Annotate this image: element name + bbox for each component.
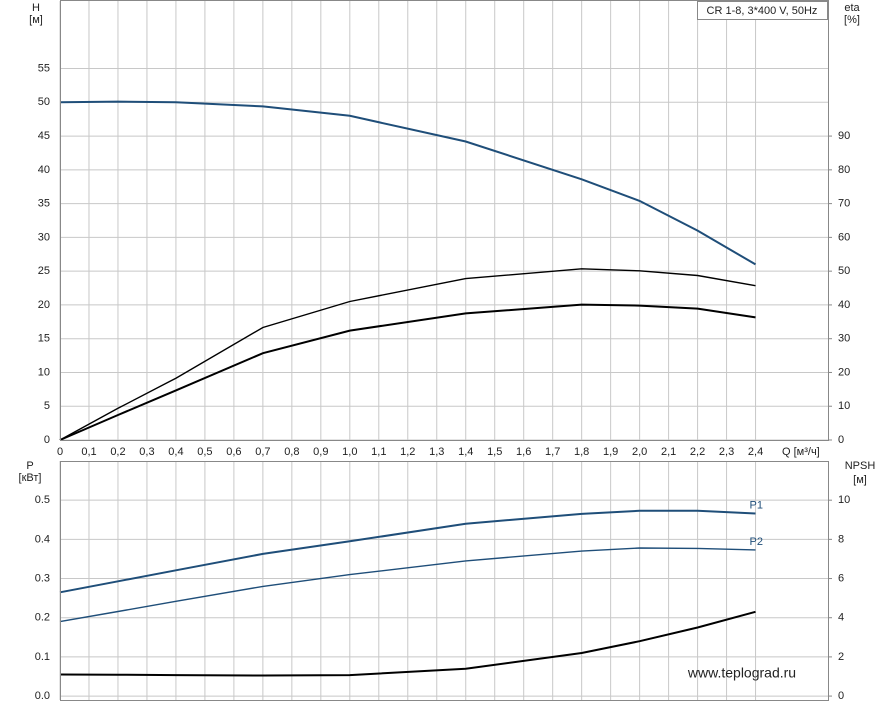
y2-unit: [%] (844, 14, 860, 26)
x-tick-label: 0,4 (168, 446, 183, 458)
y-tick-label: 25 (38, 265, 50, 277)
y2-tick-label: 6 (838, 572, 844, 584)
x-tick-label: 2,4 (748, 446, 763, 458)
y-tick-label: 5 (44, 400, 50, 412)
y2-tick-label: 0 (838, 434, 844, 446)
y2-tick-label: 8 (838, 533, 844, 545)
y2-tick-label: 50 (838, 265, 850, 277)
y2-tick-label: 80 (838, 164, 850, 176)
x-tick-label: 2,1 (661, 446, 676, 458)
x-tick-label: 1,7 (545, 446, 560, 458)
series-label: P1 (750, 499, 763, 511)
curve (59, 100, 757, 266)
y-unit: [кВт] (19, 472, 42, 484)
y-tick-label: 55 (38, 62, 50, 74)
x-tick-label: 0,9 (313, 446, 328, 458)
curve (59, 547, 756, 623)
y-tick-label: 0 (44, 434, 50, 446)
curve (59, 610, 756, 677)
x-tick-label: 1,5 (487, 446, 502, 458)
y-tick-label: 35 (38, 198, 50, 210)
y2-tick-label: 2 (838, 651, 844, 663)
y-tick-label: 20 (38, 299, 50, 311)
title-box (697, 1, 828, 20)
y2-tick-label: 10 (838, 494, 850, 506)
x-label: Q [м³/ч] (782, 446, 820, 458)
curve (59, 509, 756, 594)
y2-tick-label: 0 (838, 690, 844, 702)
y2-unit: [м] (853, 474, 867, 486)
bottom-plot-area (60, 461, 828, 700)
x-tick-label: 1,3 (429, 446, 444, 458)
y2-tick-label: 40 (838, 299, 850, 311)
bottom-frame (60, 461, 829, 701)
chart-title: CR 1-8, 3*400 V, 50Hz (707, 5, 818, 17)
x-tick-label: 0,7 (255, 446, 270, 458)
x-tick-label: 0,3 (139, 446, 154, 458)
y2-label: NPSH (845, 460, 876, 472)
series-label: P2 (750, 536, 763, 548)
y-tick-label: 0.2 (35, 612, 50, 624)
x-tick-label: 1,2 (400, 446, 415, 458)
x-tick-label: 2,3 (719, 446, 734, 458)
y-tick-label: 30 (38, 231, 50, 243)
y-tick-label: 50 (38, 96, 50, 108)
x-tick-label: 1,0 (342, 446, 357, 458)
x-tick-label: 0 (57, 446, 63, 458)
y2-tick-label: 20 (838, 366, 850, 378)
y2-tick-label: 30 (838, 333, 850, 345)
x-tick-label: 0,1 (81, 446, 96, 458)
x-tick-label: 0,2 (110, 446, 125, 458)
curve (59, 268, 756, 441)
x-tick-label: 1,8 (574, 446, 589, 458)
y-label: P (26, 460, 33, 472)
x-tick-label: 1,6 (516, 446, 531, 458)
y2-tick-label: 4 (838, 612, 844, 624)
y-unit: [м] (29, 14, 43, 26)
x-tick-label: 0,6 (226, 446, 241, 458)
x-tick-label: 2,0 (632, 446, 647, 458)
watermark: www.teplograd.ru (687, 665, 796, 681)
y2-tick-label: 10 (838, 400, 850, 412)
x-tick-label: 1,4 (458, 446, 473, 458)
y2-tick-label: 70 (838, 198, 850, 210)
top-frame (60, 0, 829, 441)
y2-label: eta (844, 2, 860, 14)
y2-tick-label: 60 (838, 231, 850, 243)
top-plot-area (60, 1, 828, 440)
x-tick-label: 2,2 (690, 446, 705, 458)
y-tick-label: 15 (38, 333, 50, 345)
y2-tick-label: 90 (838, 130, 850, 142)
x-tick-label: 0,8 (284, 446, 299, 458)
y-tick-label: 40 (38, 164, 50, 176)
y-tick-label: 0.1 (35, 651, 50, 663)
y-tick-label: 0.4 (35, 533, 50, 545)
layer: 0 0,1 0,2 0,3 0,4 0,5 0,6 0,7 0,8 0,9 1,0 1,1 1,2 1,3… (35, 1, 850, 702)
y-tick-label: 10 (38, 366, 50, 378)
y-tick-label: 0.5 (35, 494, 50, 506)
curve (59, 303, 756, 441)
x-tick-label: 0,5 (197, 446, 212, 458)
x-tick-label: 1,9 (603, 446, 618, 458)
y-tick-label: 0.0 (35, 690, 50, 702)
y-tick-label: 0.3 (35, 572, 50, 584)
y-label: H (32, 2, 40, 14)
y-tick-label: 45 (38, 130, 50, 142)
x-tick-label: 1,1 (371, 446, 386, 458)
